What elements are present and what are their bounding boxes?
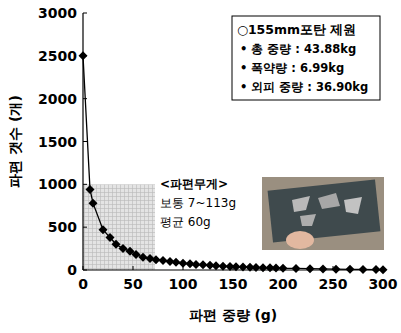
data-point	[359, 265, 368, 274]
y-tick	[83, 184, 87, 185]
annotation-text: 보통 7~113g	[160, 196, 236, 210]
y-tick-label: 2000	[38, 91, 77, 107]
y-tick-label: 2500	[38, 48, 77, 64]
y-tick-label: 500	[48, 219, 77, 235]
spec-box	[232, 16, 380, 100]
x-tick-label: 50	[123, 276, 143, 292]
spec-text: • 외피 중량 : 36.90kg	[240, 80, 368, 94]
data-point	[292, 264, 301, 273]
spec-text: • 총 중량 : 43.88kg	[240, 42, 356, 56]
spec-text: • 폭약량 : 6.99kg	[240, 61, 344, 75]
data-point	[86, 185, 95, 194]
x-tick-label: 100	[168, 276, 197, 292]
y-tick	[83, 13, 87, 14]
y-tick	[83, 141, 87, 142]
highlight-region	[83, 184, 155, 270]
data-point	[139, 253, 148, 262]
y-tick	[83, 227, 87, 228]
x-axis-label: 파편 중량 (g)	[189, 307, 278, 323]
x-tick-label: 200	[268, 276, 297, 292]
data-point	[306, 264, 315, 273]
data-point	[99, 225, 108, 234]
spec-text: ○155mm포탄 제원	[237, 22, 356, 37]
data-point	[79, 51, 88, 60]
data-point	[332, 265, 341, 274]
annotation-text: <파편무게>	[160, 177, 228, 191]
data-point	[106, 233, 115, 242]
x-tick-label: 300	[368, 276, 397, 292]
y-tick-label: 0	[67, 262, 77, 278]
x-tick	[133, 266, 134, 270]
data-point	[179, 259, 188, 268]
x-tick-label: 150	[218, 276, 247, 292]
data-point	[89, 199, 98, 208]
y-tick-label: 1500	[38, 134, 77, 150]
y-tick	[83, 270, 87, 271]
data-point	[346, 265, 355, 274]
data-point	[159, 256, 168, 265]
data-point	[319, 264, 328, 273]
x-tick-label: 250	[318, 276, 347, 292]
data-point	[152, 255, 161, 264]
chart: 0 500 1000 1500 2000 2500 3000 0 50 100 150 200 250 3…	[0, 0, 401, 333]
x-tick-label: 0	[78, 276, 88, 292]
annotation-text: 평균 60g	[160, 215, 211, 229]
y-tick-label: 3000	[38, 5, 77, 21]
data-point	[172, 258, 181, 267]
data-point	[112, 240, 121, 249]
x-tick	[83, 266, 84, 270]
photo	[262, 177, 384, 250]
y-tick-label: 1000	[38, 176, 77, 192]
data-point	[379, 265, 388, 274]
data-point	[279, 264, 288, 273]
y-axis-label: 파편 갯수 (개)	[7, 95, 23, 188]
